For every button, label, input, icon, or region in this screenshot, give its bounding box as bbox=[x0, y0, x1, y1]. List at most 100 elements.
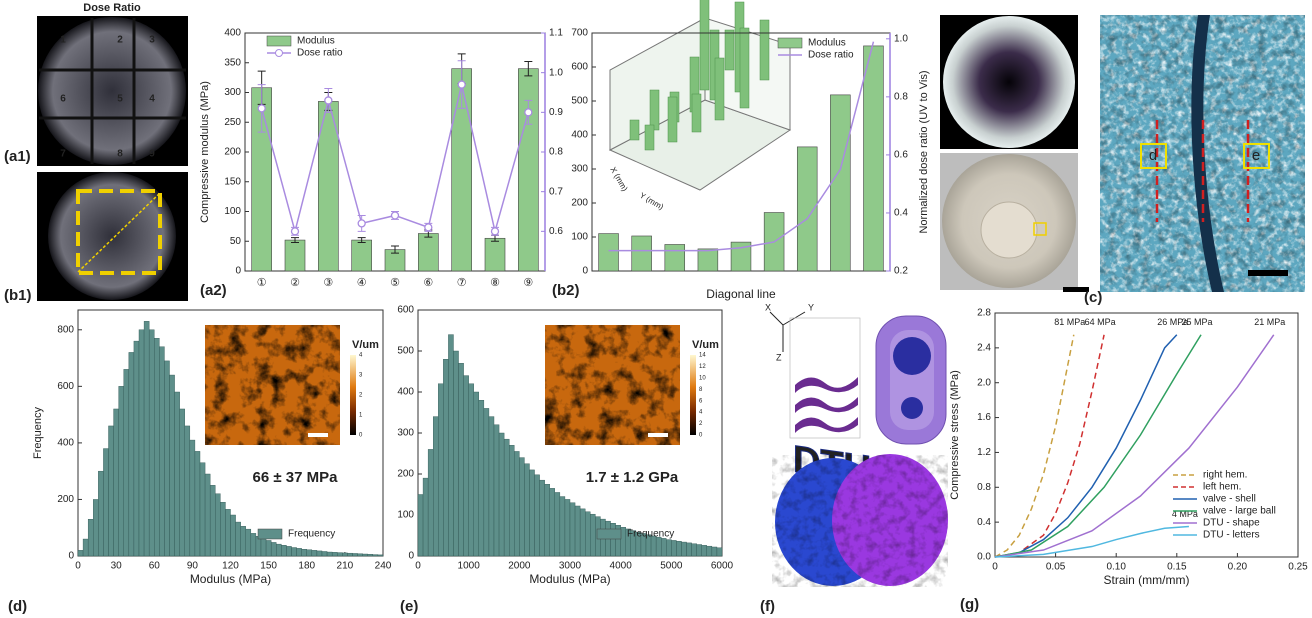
histogram-bar bbox=[342, 553, 347, 556]
legend-label: Frequency bbox=[288, 529, 335, 540]
histogram-bar bbox=[195, 451, 200, 556]
histogram-bar bbox=[535, 475, 540, 556]
x-tick-label: 90 bbox=[187, 561, 199, 572]
y-tick-label: 700 bbox=[571, 28, 588, 39]
y2-tick-label: 0.8 bbox=[894, 91, 908, 102]
histogram-bar bbox=[418, 495, 423, 557]
histogram-bar bbox=[459, 363, 464, 556]
histogram-bar bbox=[494, 425, 499, 556]
y-tick-label: 300 bbox=[571, 164, 588, 175]
histogram-bar bbox=[671, 540, 676, 556]
f-renderings: X Y Z DTU bbox=[765, 302, 948, 587]
histogram-bar bbox=[78, 550, 83, 556]
histogram-bar bbox=[139, 330, 144, 556]
legend-label: DTU - shape bbox=[1203, 518, 1260, 529]
point bbox=[392, 212, 399, 219]
inset-bar bbox=[740, 28, 749, 108]
inset-axis-label: X (mm) bbox=[608, 166, 629, 193]
y2-tick-label: 1.0 bbox=[549, 67, 563, 78]
x-axis-label: Strain (mm/mm) bbox=[1104, 573, 1190, 587]
x-tick-label: 0.15 bbox=[1167, 562, 1187, 573]
legend-label: Dose ratio bbox=[808, 50, 854, 61]
legend-swatch bbox=[258, 529, 282, 539]
histogram-bar bbox=[443, 359, 448, 556]
histogram-bar bbox=[529, 470, 534, 556]
histogram-bar bbox=[220, 502, 225, 556]
bar bbox=[518, 69, 538, 271]
x-tick-label: 1000 bbox=[458, 561, 481, 572]
histogram-bar bbox=[276, 544, 281, 556]
colorbar-tick-label: 4 bbox=[699, 410, 703, 416]
histogram-bar bbox=[423, 478, 428, 556]
scale-bar bbox=[648, 433, 668, 437]
x-tick-label: 120 bbox=[222, 561, 239, 572]
histogram-bar bbox=[210, 485, 215, 556]
histogram-bar bbox=[504, 439, 509, 556]
legend-label: DTU - letters bbox=[1203, 530, 1260, 541]
inset-bar bbox=[650, 90, 659, 130]
histogram-bar bbox=[661, 538, 666, 556]
point bbox=[425, 224, 432, 231]
inset-bar bbox=[630, 120, 639, 140]
bar bbox=[632, 236, 652, 271]
histogram-bar bbox=[154, 338, 159, 556]
annotation: 21 MPa bbox=[1254, 317, 1285, 327]
histogram-bar bbox=[550, 488, 555, 556]
legend-label: Frequency bbox=[627, 529, 674, 540]
histogram-bar bbox=[358, 554, 363, 556]
histogram-bar bbox=[109, 426, 114, 556]
histogram-bar bbox=[469, 384, 474, 556]
histogram-bar bbox=[286, 546, 291, 556]
annotation: 1.7 ± 1.2 GPa bbox=[586, 469, 679, 486]
x-tick-label: 5000 bbox=[660, 561, 683, 572]
point bbox=[325, 97, 332, 104]
histogram-bar bbox=[225, 509, 230, 556]
line bbox=[995, 335, 1104, 557]
x-tick-label: 0.05 bbox=[1046, 562, 1066, 573]
x-tick-label: ⑦ bbox=[457, 277, 467, 289]
histogram-bar bbox=[231, 515, 236, 556]
histogram-bar bbox=[448, 335, 453, 556]
y2-tick-label: 0.2 bbox=[894, 266, 908, 277]
legend-swatch bbox=[267, 36, 291, 46]
histogram-bar bbox=[540, 480, 545, 556]
x-tick-label: 0.20 bbox=[1228, 562, 1248, 573]
histogram-bar bbox=[103, 449, 108, 556]
histogram-bar bbox=[185, 426, 190, 556]
histogram-bar bbox=[200, 463, 205, 556]
colorbar-tick-label: 10 bbox=[699, 375, 706, 381]
point bbox=[492, 228, 499, 235]
histogram-bar bbox=[134, 341, 139, 556]
colorbar-tick-label: 14 bbox=[699, 353, 706, 359]
x-tick-label: 4000 bbox=[610, 561, 633, 572]
inset-bar bbox=[760, 20, 769, 80]
histogram-bar bbox=[666, 540, 671, 556]
inset-bar bbox=[725, 30, 734, 70]
y-tick-label: 2.0 bbox=[977, 377, 991, 388]
y-tick-label: 100 bbox=[571, 232, 588, 243]
panel-label: (b2) bbox=[552, 282, 580, 299]
y-tick-label: 0.0 bbox=[977, 552, 991, 563]
histogram-bar bbox=[687, 543, 692, 556]
panel-label: (c) bbox=[1084, 289, 1102, 306]
y-axis-label: Compressive stress (MPa) bbox=[949, 370, 961, 500]
histogram-bar bbox=[373, 555, 378, 556]
point bbox=[525, 109, 532, 116]
legend-swatch bbox=[597, 529, 621, 539]
histogram-bar bbox=[347, 553, 352, 556]
histogram-bar bbox=[190, 440, 195, 556]
panel-label: (g) bbox=[960, 596, 979, 613]
y-tick-label: 400 bbox=[224, 28, 241, 39]
histogram-bar bbox=[266, 540, 271, 556]
y2-tick-label: 1.1 bbox=[549, 28, 563, 39]
c-disc-top bbox=[943, 16, 1075, 148]
y-tick-label: 200 bbox=[224, 147, 241, 158]
point bbox=[258, 105, 265, 112]
x-tick-label: 0 bbox=[75, 561, 81, 572]
histogram-bar bbox=[368, 554, 373, 556]
histogram-bar bbox=[292, 548, 297, 556]
y-tick-label: 0 bbox=[408, 551, 414, 562]
a1-cell-label: 9 bbox=[149, 149, 155, 160]
bar bbox=[665, 244, 685, 271]
histogram-bar bbox=[241, 526, 246, 556]
